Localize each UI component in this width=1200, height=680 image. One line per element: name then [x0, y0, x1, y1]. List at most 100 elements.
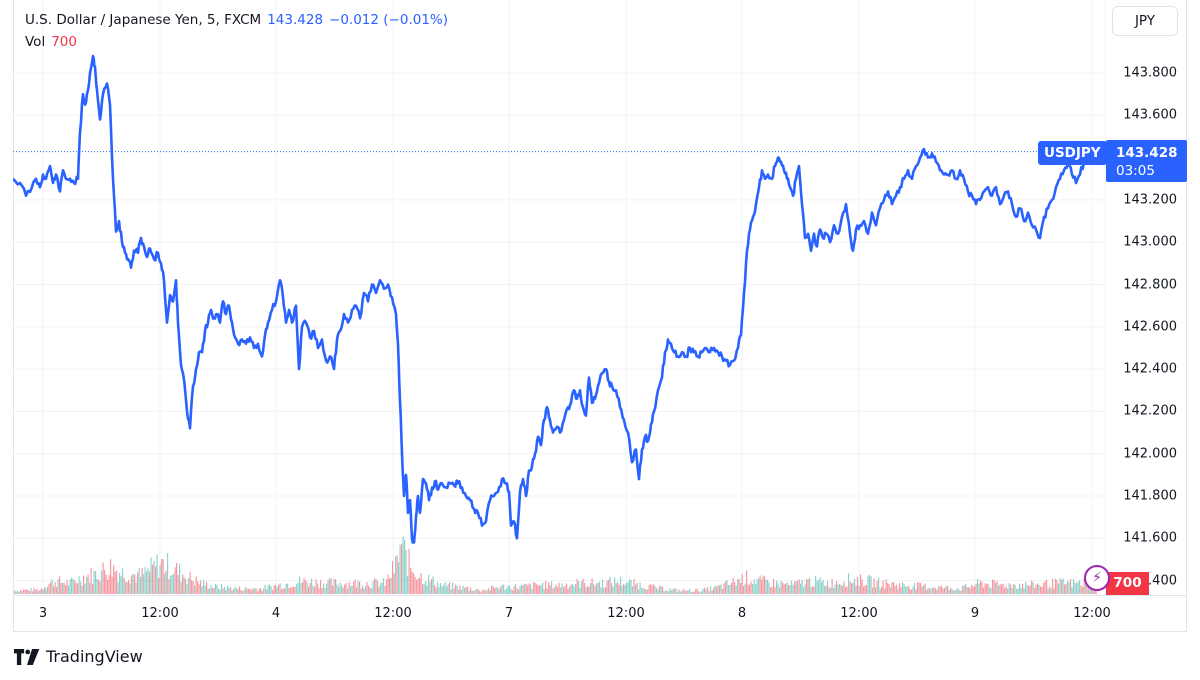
volume-bar	[695, 589, 697, 594]
volume-bar	[35, 590, 37, 594]
volume-bar	[380, 583, 382, 594]
volume-bar	[204, 585, 206, 594]
volume-bar	[960, 590, 962, 594]
volume-bar	[920, 582, 922, 594]
volume-bar	[534, 582, 536, 594]
volume-bar	[299, 576, 301, 594]
volume-bar	[957, 588, 959, 594]
volume-bar	[483, 589, 485, 594]
volume-bar	[1007, 588, 1009, 594]
volume-bar	[1002, 583, 1004, 594]
volume-bar	[327, 580, 329, 594]
volume-bar	[21, 590, 23, 594]
volume-bar	[807, 579, 809, 594]
volume-bar	[1011, 588, 1013, 594]
volume-bar	[825, 585, 827, 594]
volume-bar	[398, 562, 400, 594]
volume-bar	[137, 572, 139, 594]
price-line[interactable]	[13, 54, 1098, 544]
volume-bar	[150, 557, 152, 594]
volume-bar	[677, 591, 679, 594]
volume-bar	[1019, 584, 1021, 594]
volume-bar	[896, 584, 898, 594]
volume-bar	[683, 588, 685, 594]
volume-bar	[696, 588, 698, 594]
volume-bar	[425, 580, 427, 594]
volume-bar	[413, 573, 415, 594]
volume-bar	[428, 574, 430, 594]
volume-bar	[623, 583, 625, 594]
volume-bar	[92, 583, 94, 594]
time-axis[interactable]: 3 12:00 4 12:00 7 12:00 8 12:00 9 12:00	[13, 595, 1187, 632]
volume-bar	[486, 589, 488, 594]
volume-bar	[765, 579, 767, 594]
volume-bar	[1026, 585, 1028, 594]
volume-bar	[284, 588, 286, 594]
volume-bar	[279, 583, 281, 594]
volume-bar	[702, 588, 704, 594]
price-axis[interactable]: 143.800 143.600 143.200 143.000 142.800 142.6…	[1105, 0, 1188, 595]
volume-bar	[56, 587, 58, 594]
volume-bar	[462, 585, 464, 594]
price-chart[interactable]	[13, 0, 1105, 595]
volume-bar	[918, 582, 920, 594]
volume-bar	[815, 575, 817, 594]
volume-bar	[530, 584, 532, 594]
currency-button[interactable]: JPY	[1112, 6, 1178, 36]
volume-bar	[402, 536, 404, 594]
volume-bar	[369, 587, 371, 594]
volume-bar	[467, 586, 469, 594]
symbol-title[interactable]: U.S. Dollar / Japanese Yen, 5, FXCM	[25, 12, 262, 28]
lightning-icon[interactable]: ⚡	[1084, 565, 1110, 591]
volume-bar	[963, 585, 965, 594]
volume-bar	[638, 589, 640, 594]
volume-label[interactable]: Vol	[25, 34, 46, 50]
volume-bar	[23, 589, 25, 594]
volume-bar	[927, 587, 929, 594]
volume-bar	[381, 582, 383, 594]
volume-bar	[968, 587, 970, 594]
volume-bar	[521, 584, 523, 594]
volume-bar	[924, 583, 926, 594]
volume-bar	[1046, 579, 1048, 594]
volume-bar	[603, 588, 605, 594]
volume-bar	[1067, 581, 1069, 594]
volume-bar	[1071, 587, 1073, 594]
volume-bar	[167, 553, 169, 594]
volume-bar	[453, 588, 455, 594]
plot-area[interactable]	[13, 0, 1105, 595]
volume-bar	[885, 579, 887, 594]
volume-bar	[855, 585, 857, 594]
volume-bar	[447, 584, 449, 594]
volume-bar	[510, 589, 512, 594]
volume-bar	[740, 582, 742, 594]
volume-bar	[1073, 578, 1075, 594]
volume-bar	[410, 567, 412, 594]
volume-bar	[863, 586, 865, 594]
volume-bar	[228, 587, 230, 594]
volume-bar	[492, 586, 494, 594]
volume-bar	[470, 587, 472, 594]
volume-bar	[440, 583, 442, 594]
volume-bar	[504, 589, 506, 594]
volume-bar	[365, 586, 367, 594]
volume-bar	[632, 586, 634, 594]
volume-bar	[756, 579, 758, 594]
volume-bar	[363, 588, 365, 594]
volume-bar	[431, 579, 433, 594]
volume-bar	[110, 559, 112, 594]
volume-bar	[525, 584, 527, 594]
tradingview-attribution[interactable]: TradingView	[14, 647, 143, 666]
volume-bar	[701, 591, 703, 594]
volume-bar	[543, 589, 545, 594]
volume-bar	[1025, 581, 1027, 594]
time-tick-label: 12:00	[1073, 606, 1111, 621]
price-tick-label: 143.800	[1123, 65, 1177, 81]
volume-bar	[1047, 588, 1049, 594]
volume-bar	[932, 587, 934, 594]
volume-bar	[921, 586, 923, 594]
time-tick-label: 3	[38, 606, 48, 621]
volume-bar	[162, 559, 164, 594]
volume-bar	[498, 589, 500, 594]
volume-bar	[987, 583, 989, 594]
